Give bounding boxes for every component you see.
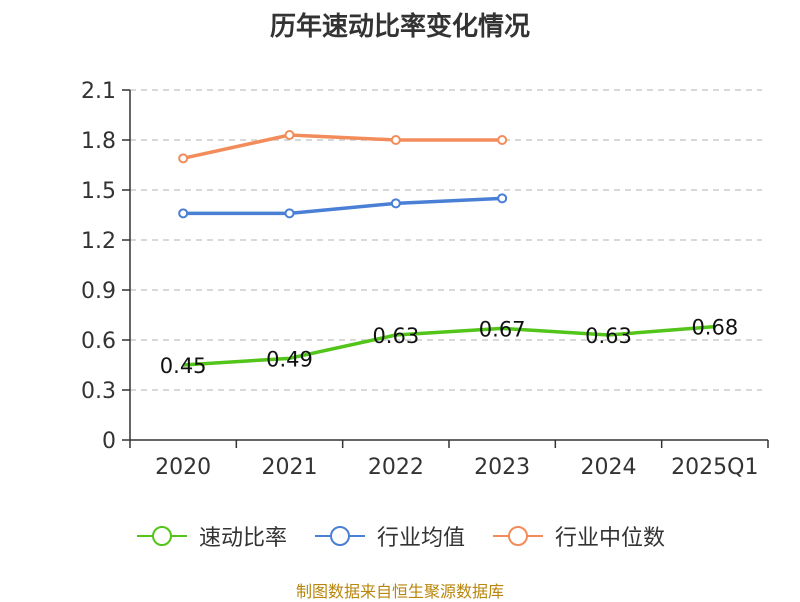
data-label: 0.63 xyxy=(372,324,419,348)
legend: 速动比率 行业均值 行业中位数 xyxy=(0,520,800,552)
data-point xyxy=(178,153,189,164)
x-tick-label: 2025Q1 xyxy=(671,455,758,480)
data-label: 0.49 xyxy=(266,347,313,371)
y-tick-label: 1.5 xyxy=(81,179,116,204)
chart-title: 历年速动比率变化情况 xyxy=(269,12,530,42)
y-tick-label: 0.3 xyxy=(81,379,116,404)
source-note: 制图数据来自恒生聚源数据库 xyxy=(295,582,504,601)
data-label: 0.63 xyxy=(585,324,632,348)
legend-swatch-icon xyxy=(136,526,187,546)
x-tick-label: 2023 xyxy=(474,455,530,480)
legend-swatch-icon xyxy=(314,526,365,546)
data-label: 0.67 xyxy=(479,317,526,341)
y-tick-label: 2.1 xyxy=(81,79,116,104)
legend-label: 速动比率 xyxy=(198,526,287,551)
x-tick-label: 2024 xyxy=(581,455,637,480)
data-point xyxy=(390,135,401,145)
legend-item[interactable]: 行业中位数 xyxy=(491,520,665,552)
x-tick-label: 2022 xyxy=(368,455,424,480)
x-tick-label: 2020 xyxy=(155,455,211,480)
legend-item[interactable]: 速动比率 xyxy=(135,520,287,552)
series-line xyxy=(183,196,503,216)
data-point xyxy=(390,198,401,209)
y-tick-label: 0.9 xyxy=(81,279,116,304)
data-point xyxy=(497,135,508,145)
data-label: 0.68 xyxy=(691,316,738,340)
series-line xyxy=(182,133,503,161)
y-tick-label: 1.8 xyxy=(81,129,116,154)
data-point xyxy=(497,193,508,204)
legend-item[interactable]: 行业均值 xyxy=(313,520,465,552)
y-tick-label: 0.6 xyxy=(81,329,116,354)
y-tick-label: 1.2 xyxy=(81,229,116,254)
series-line xyxy=(183,324,715,367)
data-point xyxy=(284,208,295,219)
legend-label: 行业中位数 xyxy=(555,526,666,551)
data-point xyxy=(284,130,295,140)
data-point xyxy=(178,208,189,219)
x-tick-label: 2021 xyxy=(262,455,318,480)
legend-swatch-icon xyxy=(493,526,543,546)
data-label: 0.45 xyxy=(160,354,207,378)
y-tick-label: 0 xyxy=(102,429,116,454)
legend-label: 行业均值 xyxy=(376,526,465,551)
